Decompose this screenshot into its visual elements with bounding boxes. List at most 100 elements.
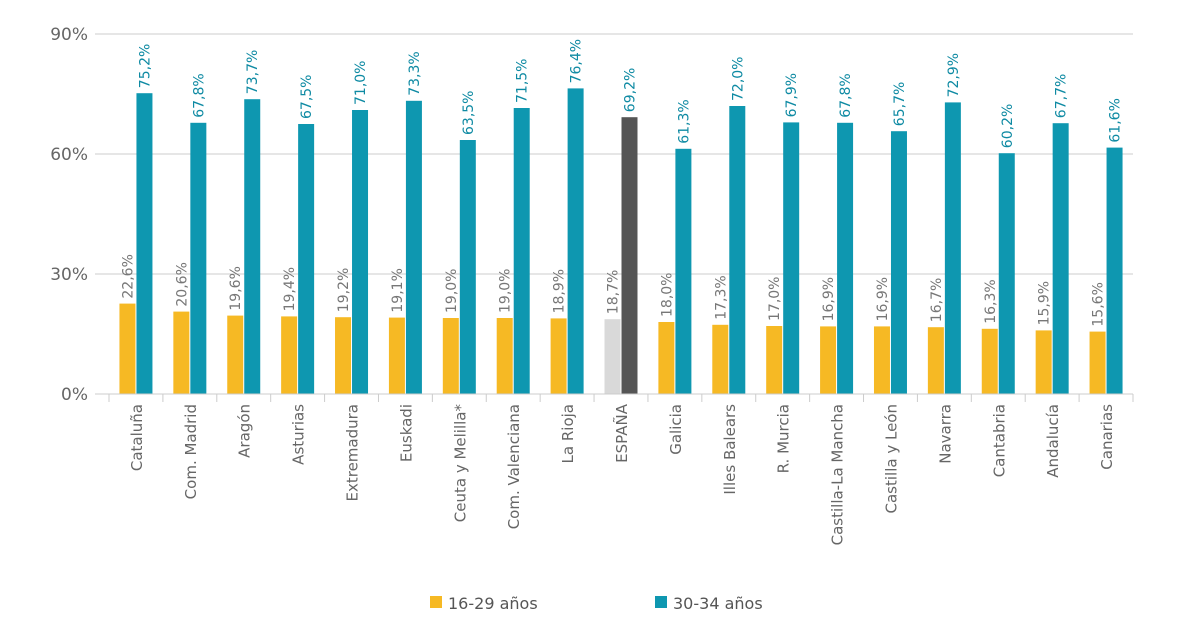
value-label: 61,6% [1108, 98, 1124, 142]
bar [712, 324, 729, 394]
bar [766, 326, 783, 394]
y-tick-label: 60% [50, 145, 88, 165]
x-tick-label: Castilla y León [882, 404, 900, 513]
value-label: 16,3% [983, 279, 999, 323]
value-label: 18,7% [606, 270, 622, 314]
value-label: 19,4% [282, 267, 298, 311]
value-label: 20,6% [174, 262, 190, 306]
value-label: 67,8% [191, 73, 207, 117]
bar [173, 311, 190, 394]
value-label: 17,3% [713, 275, 729, 319]
value-label: 71,0% [353, 61, 369, 105]
bar [783, 122, 800, 395]
x-tick-label: Asturias [290, 404, 308, 465]
value-label: 16,7% [929, 278, 945, 322]
bar [729, 106, 746, 394]
legend-label: 16-29 años [448, 594, 538, 613]
bar [981, 328, 998, 394]
value-label: 75,2% [137, 44, 153, 88]
bar [513, 108, 530, 394]
value-label: 71,5% [515, 59, 531, 103]
bar [998, 153, 1015, 394]
value-label: 19,1% [390, 268, 406, 312]
x-tick-label: Euskadi [397, 404, 415, 462]
value-label: 65,7% [892, 82, 908, 126]
legend-swatch [430, 596, 442, 608]
value-label: 72,0% [730, 57, 746, 101]
bar [244, 99, 261, 394]
bar [298, 124, 315, 394]
value-label: 19,0% [444, 269, 460, 313]
x-tick-label: ESPAÑA [612, 403, 631, 463]
value-label: 19,0% [498, 269, 514, 313]
bar [550, 318, 567, 394]
bar [442, 318, 459, 394]
bar [820, 326, 837, 394]
bar [352, 110, 369, 394]
bar [1035, 330, 1052, 394]
x-tick-label: Extremadura [344, 404, 362, 502]
y-tick-label: 30% [50, 265, 88, 285]
bar [944, 102, 961, 395]
value-label: 16,9% [821, 277, 837, 321]
x-tick-label: Galicia [667, 404, 685, 455]
bar [227, 315, 244, 394]
x-tick-label: Com. Valenciana [505, 404, 523, 529]
value-label: 16,9% [875, 277, 891, 321]
value-label: 19,2% [336, 268, 352, 312]
value-label: 60,2% [1000, 104, 1016, 148]
x-tick-label: Cantabria [990, 404, 1008, 477]
legend-label: 30-34 años [673, 594, 763, 613]
bar [567, 88, 584, 395]
y-tick-label: 0% [61, 385, 88, 405]
x-tick-label: Castilla-La Mancha [829, 404, 847, 545]
bar [388, 317, 405, 394]
bar [281, 316, 298, 394]
value-label: 67,8% [838, 73, 854, 117]
bar [496, 318, 513, 394]
x-tick-label: R. Murcia [775, 404, 793, 473]
value-label: 73,7% [245, 50, 261, 94]
bar [136, 93, 153, 394]
bar [1052, 123, 1069, 394]
bar [658, 322, 675, 394]
bar [927, 327, 944, 394]
bar [459, 140, 476, 394]
value-label: 18,9% [552, 269, 568, 313]
x-tick-label: Andalucía [1044, 404, 1062, 478]
bar [621, 117, 638, 394]
bar [1089, 331, 1106, 394]
x-tick-label: Illes Balears [721, 404, 739, 495]
bar [604, 319, 621, 394]
x-tick-label: Cataluña [128, 404, 146, 471]
value-label: 67,9% [784, 73, 800, 117]
x-tick-label: Aragón [236, 404, 254, 458]
x-tick-label: Canarias [1098, 404, 1116, 470]
bar [190, 122, 207, 395]
value-label: 61,3% [676, 99, 692, 143]
bar [873, 326, 890, 394]
value-label: 22,6% [120, 254, 136, 298]
value-label: 63,5% [461, 91, 477, 135]
x-tick-label: Com. Madrid [182, 404, 200, 499]
value-label: 18,0% [659, 273, 675, 317]
value-label: 73,3% [407, 51, 423, 95]
value-label: 19,6% [228, 266, 244, 310]
legend-swatch [655, 596, 667, 608]
value-label: 72,9% [946, 53, 962, 97]
bar [335, 317, 352, 394]
bar [405, 100, 422, 395]
bar [119, 303, 136, 394]
value-label: 15,6% [1091, 282, 1107, 326]
bar [837, 122, 854, 395]
value-label: 69,2% [623, 68, 639, 112]
value-label: 17,0% [767, 277, 783, 321]
x-tick-label: La Rioja [559, 404, 577, 463]
x-tick-label: Navarra [936, 404, 954, 464]
value-label: 76,4% [569, 39, 585, 83]
value-label: 15,9% [1037, 281, 1053, 325]
value-label: 67,5% [299, 75, 315, 119]
y-tick-label: 90% [50, 25, 88, 45]
bar [890, 131, 907, 394]
